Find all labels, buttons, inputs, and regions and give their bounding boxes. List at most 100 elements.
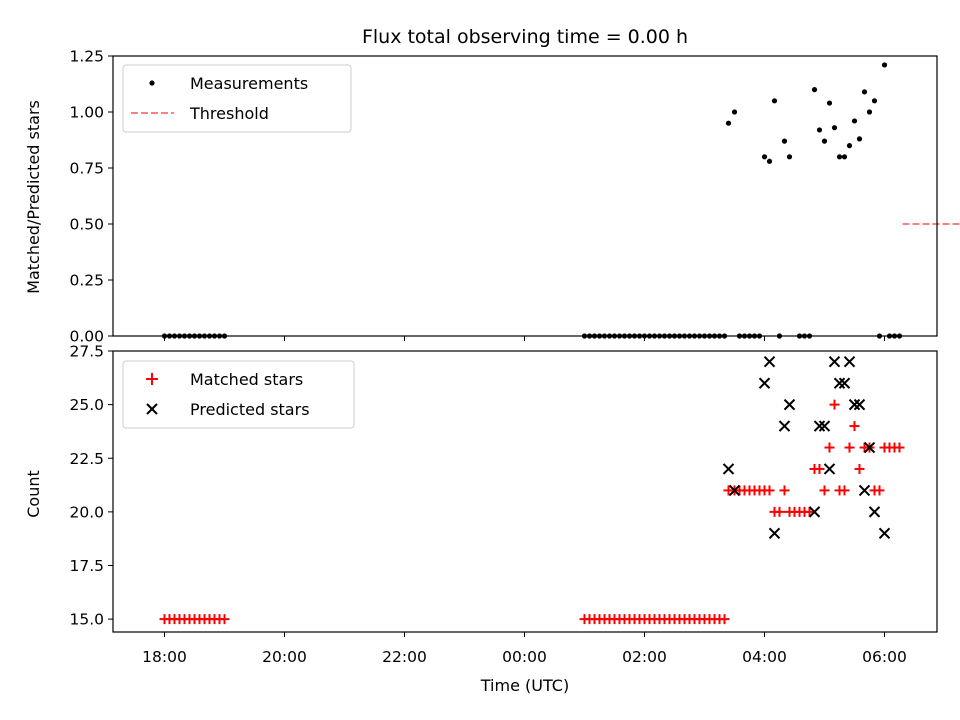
predicted-star-point-1	[728, 484, 741, 497]
bottom-x-tick-label-1: 20:00	[262, 648, 307, 666]
top-y-tick-label-0: 0.00	[69, 328, 104, 346]
measurement-point-73	[871, 98, 878, 104]
predicted-star-point-4	[768, 527, 781, 540]
bottom-legend-box	[122, 360, 355, 429]
top-y-ticks: 0.00 0.25 0.50 0.75 1.00 1.25	[69, 48, 113, 346]
measurement-point-63	[821, 138, 828, 144]
measurement-point-70	[856, 136, 863, 142]
top-y-tick-label-4: 1.00	[69, 104, 104, 122]
matched-star-point-66	[829, 399, 840, 410]
legend-threshold-label: Threshold	[189, 104, 269, 123]
matched-star-point-69	[844, 442, 855, 453]
matched-star-point-56	[779, 485, 790, 496]
measurement-point-66	[836, 154, 843, 160]
matched-star-point-63	[814, 463, 825, 474]
measurement-point-68	[846, 143, 853, 149]
bottom-y-tick-label-3: 22.5	[69, 450, 104, 468]
matched-star-point-61	[804, 506, 815, 517]
measurement-point-71	[861, 89, 868, 95]
bottom-legend: Matched stars Predicted stars	[122, 360, 355, 429]
matched-star-point-15	[219, 614, 230, 625]
bottom-x-tick-label-6: 06:00	[862, 648, 907, 666]
measurement-point-46	[731, 109, 738, 115]
measurement-point-53	[766, 158, 773, 164]
predicted-star-point-10	[823, 463, 836, 475]
predicted-star-point-2	[758, 377, 771, 389]
predicted-star-point-5	[778, 420, 791, 432]
measurement-point-67	[841, 154, 848, 160]
measurement-point-54	[771, 98, 778, 104]
predicted-star-point-15	[848, 398, 861, 411]
measurement-point-64	[826, 100, 833, 106]
predicted-star-point-8	[813, 420, 826, 432]
bottom-y-ticks: 15.0 17.5 20.0 22.5 25.0 27.5	[69, 343, 113, 629]
legend-matched-label: Matched stars	[190, 370, 303, 389]
top-y-tick-label-1: 0.25	[69, 272, 104, 290]
measurement-point-57	[786, 154, 793, 160]
bottom-y-tick-label-0: 15.0	[69, 611, 104, 629]
matched-star-point-79	[894, 442, 905, 453]
legend-measurements-label: Measurements	[190, 74, 308, 93]
matched-star-point-75	[874, 485, 885, 496]
legend-matched-marker	[146, 373, 158, 385]
predicted-star-point-18	[863, 441, 876, 454]
predicted-star-point-9	[818, 420, 831, 432]
predicted-star-point-7	[808, 506, 821, 518]
measurement-point-61	[811, 87, 818, 93]
top-legend: Measurements Threshold	[122, 64, 352, 133]
measurement-point-72	[866, 109, 873, 115]
top-y-tick-label-2: 0.50	[69, 216, 104, 234]
bottom-panel: 15.0 17.5 20.0 22.5 25.0 27.5 18:00 20:00 22:00…	[24, 343, 938, 695]
bottom-y-tick-label-4: 25.0	[69, 396, 104, 414]
matched-star-point-55	[774, 506, 785, 517]
matched-star-point-53	[764, 485, 775, 496]
legend-predicted-marker	[146, 403, 158, 415]
predicted-star-point-12	[833, 377, 846, 389]
bottom-x-tick-label-4: 02:00	[622, 648, 667, 666]
bottom-y-tick-label-2: 20.0	[69, 503, 104, 521]
predicted-star-point-11	[828, 356, 841, 368]
predicted-star-point-16	[853, 398, 866, 411]
bottom-y-tick-label-1: 17.5	[69, 557, 104, 575]
matched-star-point-71	[854, 463, 865, 474]
bottom-y-tick-label-5: 27.5	[69, 343, 104, 361]
predicted-star-point-17	[858, 484, 871, 497]
bottom-y-axis-label: Count	[24, 470, 43, 518]
top-y-tick-label-5: 1.25	[69, 48, 104, 66]
predicted-star-point-3	[763, 356, 776, 368]
measurement-point-62	[816, 127, 823, 133]
top-panel: Flux total observing time = 0.00 h 0.000…	[24, 26, 960, 346]
matched-star-point-65	[824, 442, 835, 453]
predicted-star-point-6	[783, 398, 796, 411]
top-y-axis-label: Matched/Predicted stars	[24, 100, 43, 294]
predicted-star-point-19	[868, 506, 881, 518]
bottom-x-tick-label-5: 04:00	[742, 648, 787, 666]
top-x-ticks	[164, 336, 885, 341]
top-legend-box	[122, 64, 352, 133]
predicted-star-point-14	[843, 356, 856, 368]
x-axis-label: Time (UTC)	[480, 676, 569, 695]
predicted-star-point-0	[722, 463, 735, 475]
predicted-star-point-13	[838, 377, 851, 389]
measurement-point-65	[831, 125, 838, 131]
chart-title: Flux total observing time = 0.00 h	[362, 26, 688, 48]
matched-star-point-68	[839, 485, 850, 496]
matched-star-point-64	[819, 485, 830, 496]
matched-star-point-44	[719, 614, 730, 625]
bottom-plot-area	[159, 356, 905, 625]
measurement-point-52	[761, 154, 768, 160]
matched-star-point-70	[849, 421, 860, 432]
top-y-tick-label-3: 0.75	[69, 160, 104, 178]
legend-measurements-marker	[149, 80, 155, 86]
predicted-star-point-20	[878, 527, 891, 540]
bottom-x-tick-label-2: 22:00	[382, 648, 427, 666]
bottom-x-ticks: 18:00 20:00 22:00 00:00 02:00 04:00 06:00	[142, 632, 907, 666]
measurement-point-69	[851, 118, 858, 124]
bottom-x-tick-label-0: 18:00	[142, 648, 187, 666]
bottom-x-tick-label-3: 00:00	[502, 648, 547, 666]
measurement-point-45	[725, 120, 732, 126]
legend-predicted-label: Predicted stars	[190, 400, 310, 419]
measurement-point-56	[781, 138, 788, 144]
measurement-point-75	[881, 62, 888, 68]
